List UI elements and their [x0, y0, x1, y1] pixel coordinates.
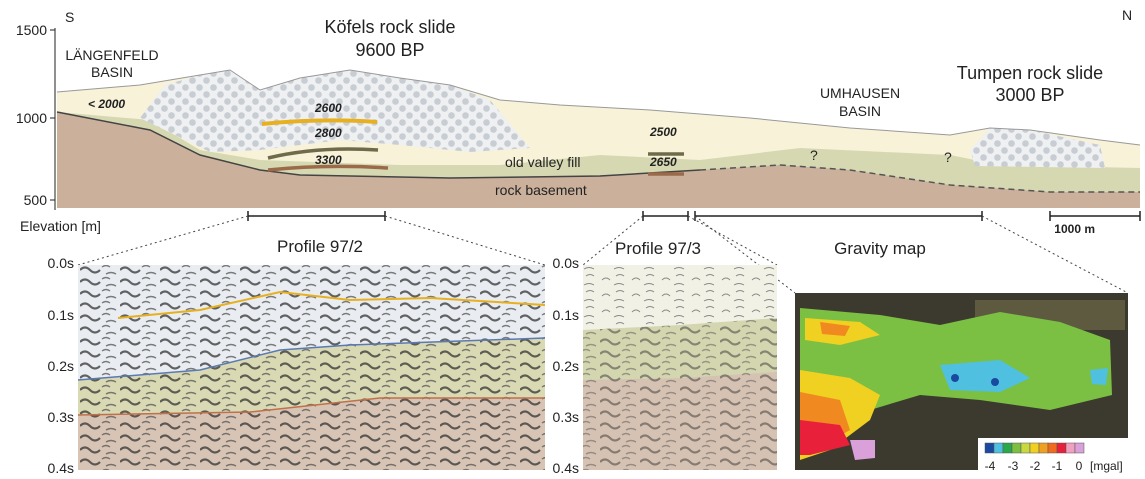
- age-label: 3300: [315, 153, 342, 167]
- legend-unit: [mgal]: [1090, 459, 1123, 473]
- legend-label: -4: [985, 459, 996, 473]
- unknown: ?: [810, 147, 818, 163]
- kofels-age: 9600 BP: [355, 40, 424, 60]
- tumpen-slide: [970, 128, 1105, 168]
- elevation-tick: 1000: [16, 110, 47, 126]
- age-label: 2650: [649, 155, 677, 169]
- legend-label: -1: [1052, 459, 1063, 473]
- profile-97-3: [583, 265, 777, 470]
- basin-name: LÄNGENFELD: [65, 47, 158, 63]
- legend-label: -2: [1030, 459, 1041, 473]
- time-label: 0.3s: [553, 409, 579, 425]
- south-label: S: [65, 9, 74, 25]
- age-label: 2800: [314, 126, 342, 140]
- layer-label: rock basement: [495, 182, 587, 198]
- time-label: 0.2s: [48, 358, 74, 374]
- north-label: N: [1122, 7, 1132, 23]
- elevation-tick: 500: [24, 192, 48, 208]
- layer-label: old valley fill: [505, 154, 580, 170]
- time-label: 0.3s: [48, 409, 74, 425]
- basin-name: BASIN: [839, 103, 881, 119]
- kofels-name: Köfels rock slide: [324, 17, 455, 37]
- legend-label: -3: [1008, 459, 1019, 473]
- unknown: ?: [944, 149, 952, 165]
- profile-title: Profile 97/3: [615, 239, 701, 258]
- time-label: 0.2s: [553, 358, 579, 374]
- age-label: 2600: [314, 101, 342, 115]
- basin-name: UMHAUSEN: [820, 85, 900, 101]
- tumpen-age: 3000 BP: [995, 85, 1064, 105]
- time-label: 0.0s: [553, 255, 579, 271]
- depth-label: < 2000: [88, 97, 125, 111]
- age-label: 2500: [649, 125, 677, 139]
- time-label: 0.4s: [553, 460, 579, 476]
- time-label: 0.1s: [553, 307, 579, 323]
- profile-title: Profile 97/2: [277, 237, 363, 256]
- time-label: 0.1s: [48, 307, 74, 323]
- map-title: Gravity map: [834, 239, 926, 258]
- elevation-label: Elevation [m]: [20, 218, 101, 234]
- time-label: 0.4s: [48, 460, 74, 476]
- time-label: 0.0s: [48, 255, 74, 271]
- legend-label: 0: [1076, 459, 1083, 473]
- basin-name: BASIN: [91, 64, 133, 80]
- figure: 1500 1000 500 Elevation [m] S N Köfels r…: [0, 0, 1145, 479]
- tumpen-name: Tumpen rock slide: [957, 63, 1103, 83]
- scale-label: 1000 m: [1054, 222, 1095, 236]
- gravity-map: -4 -3 -2 -1 0 [mgal]: [795, 293, 1128, 473]
- profile-97-2: [78, 265, 545, 470]
- elevation-tick: 1500: [16, 22, 47, 38]
